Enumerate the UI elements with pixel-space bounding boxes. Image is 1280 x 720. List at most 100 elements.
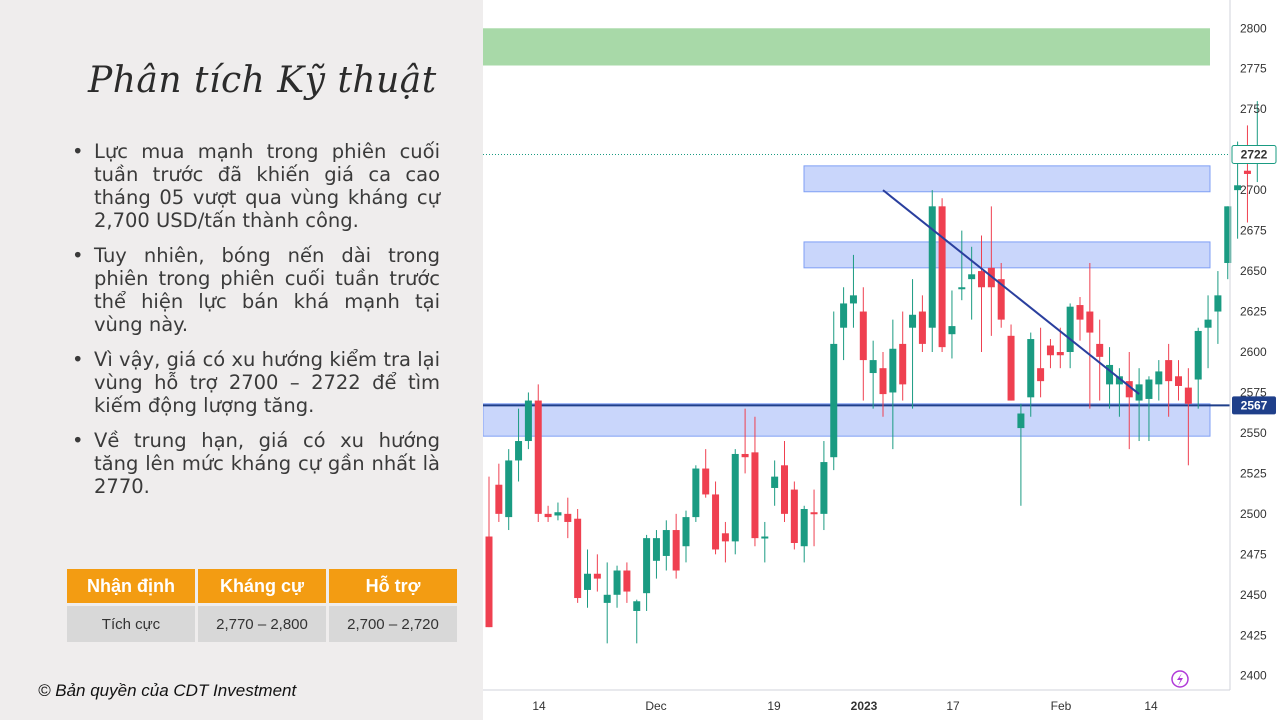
candle-up [800, 509, 808, 547]
trendline [882, 189, 1140, 395]
price-badges: 2722 2567 [1231, 145, 1277, 415]
candle-down [790, 489, 798, 543]
price-tick-label: 2650 [1240, 264, 1267, 278]
resistance-zone [803, 165, 1211, 193]
bullet-dot-icon: • [72, 244, 84, 267]
price-axis[interactable]: 2400 2425 2450 2475 2500 2525 2550 2575 2600 2625… [1240, 21, 1267, 682]
price-tick-label: 2675 [1240, 224, 1267, 238]
candle-up [692, 468, 700, 518]
candle-down [593, 573, 601, 579]
candle-down [1125, 381, 1133, 398]
candle-down [721, 533, 729, 542]
copyright-notice: © Bản quyền của CDT Investment [38, 681, 297, 700]
candle-up [820, 462, 828, 514]
price-tick-label: 2700 [1240, 183, 1267, 197]
candle-up [1115, 376, 1123, 385]
outlook-table: Nhận định Kháng cự Hỗ trợ Tích cực 2,770… [64, 566, 460, 645]
candle-down [751, 452, 759, 539]
candle-down [978, 271, 985, 288]
price-tick-label: 2800 [1240, 21, 1267, 35]
time-axis[interactable]: 14 Dec 19 2023 17 Feb 14 [532, 699, 1158, 713]
candle-down [1046, 345, 1054, 356]
candle-up [554, 512, 562, 516]
bullet-text: Về trung hạn, giá có xu hướng tăng lên m… [94, 429, 440, 498]
candle-down [1007, 335, 1015, 401]
header-outlook: Nhận định [67, 569, 195, 603]
analysis-panel: Phân tích Kỹ thuật • Lực mua mạnh trong p… [0, 0, 483, 720]
slide-title: Phân tích Kỹ thuật [88, 60, 437, 101]
candle-up [1234, 185, 1242, 191]
table-header-row: Nhận định Kháng cự Hỗ trợ [67, 569, 457, 603]
price-tick-label: 2475 [1240, 547, 1267, 561]
candle-up [958, 287, 966, 290]
candle-down [712, 494, 720, 550]
price-tick-label: 2750 [1240, 102, 1267, 116]
cell-outlook: Tích cực [67, 606, 195, 642]
candle-down [1184, 387, 1192, 404]
bullet-text: Lực mua mạnh trong phiên cuối tuần trước… [94, 140, 440, 232]
candle-up [849, 295, 857, 304]
price-tick-label: 2575 [1240, 385, 1267, 399]
candle-up [603, 594, 611, 603]
bullet-item: • Vì vậy, giá có xu hướng kiểm tra lại vù… [70, 348, 440, 417]
candle-down [918, 311, 926, 344]
candle-up [1066, 306, 1074, 352]
bullet-item: • Về trung hạn, giá có xu hướng tăng lên … [70, 429, 440, 498]
candle-down [702, 468, 710, 495]
candle-down [623, 570, 631, 592]
candle-up [524, 400, 532, 442]
candle-up [948, 326, 956, 335]
bullet-item: • Tuy nhiên, bóng nến dài trong phiên tro… [70, 244, 440, 336]
header-resistance: Kháng cự [198, 569, 326, 603]
candle-down [564, 513, 572, 522]
candle-up [1194, 330, 1202, 380]
price-tick-label: 2550 [1240, 426, 1267, 440]
candle-up [1145, 379, 1153, 399]
price-tick-label: 2500 [1240, 507, 1267, 521]
candle-down [741, 453, 749, 458]
price-tick-label: 2450 [1240, 588, 1267, 602]
candle-down [859, 311, 867, 361]
candle-down [485, 536, 493, 628]
time-tick-label: 14 [1144, 699, 1158, 713]
time-tick-label: Dec [645, 699, 666, 713]
price-badge-bg [1231, 145, 1277, 165]
candle-up [682, 517, 690, 547]
candle-down [495, 484, 503, 514]
candle-up [652, 538, 660, 561]
candle-up [1155, 371, 1163, 385]
bullet-item: • Lực mua mạnh trong phiên cuối tuần trướ… [70, 140, 440, 232]
time-tick-label: 2023 [851, 699, 878, 713]
cell-resistance: 2,770 – 2,800 [198, 606, 326, 642]
resistance-zone [803, 241, 1211, 269]
candle-down [899, 343, 907, 385]
candle-up [909, 314, 917, 328]
candle-down [1037, 368, 1045, 382]
candle-down [781, 465, 788, 514]
bullet-text: Vì vậy, giá có xu hướng kiểm tra lại vùn… [94, 348, 440, 417]
price-tick-label: 2775 [1240, 62, 1267, 76]
candle-up [968, 274, 976, 280]
candle-up [1135, 384, 1143, 401]
bullet-dot-icon: • [72, 140, 84, 163]
price-tick-label: 2625 [1240, 305, 1267, 319]
time-tick-label: Feb [1051, 699, 1072, 713]
price-badge-bg [1232, 396, 1276, 415]
candle-down [1243, 170, 1251, 174]
time-tick-label: 19 [767, 699, 781, 713]
candle-up [1214, 295, 1222, 312]
candle-up [584, 573, 591, 590]
candle-up [869, 360, 877, 374]
candle-up [1017, 413, 1025, 429]
price-chart[interactable]: 2400 2425 2450 2475 2500 2525 2550 2575 2600 2625… [483, 0, 1280, 720]
candle-up [761, 536, 769, 539]
candle-down [1175, 376, 1182, 386]
candle-up [928, 206, 936, 328]
candle-down [574, 518, 582, 599]
price-tick-label: 2425 [1240, 628, 1267, 642]
bullet-dot-icon: • [72, 348, 84, 371]
candle-down [938, 206, 946, 348]
candle-up [840, 303, 848, 328]
lightning-icon[interactable] [1171, 670, 1189, 688]
candle-down [1086, 311, 1094, 333]
